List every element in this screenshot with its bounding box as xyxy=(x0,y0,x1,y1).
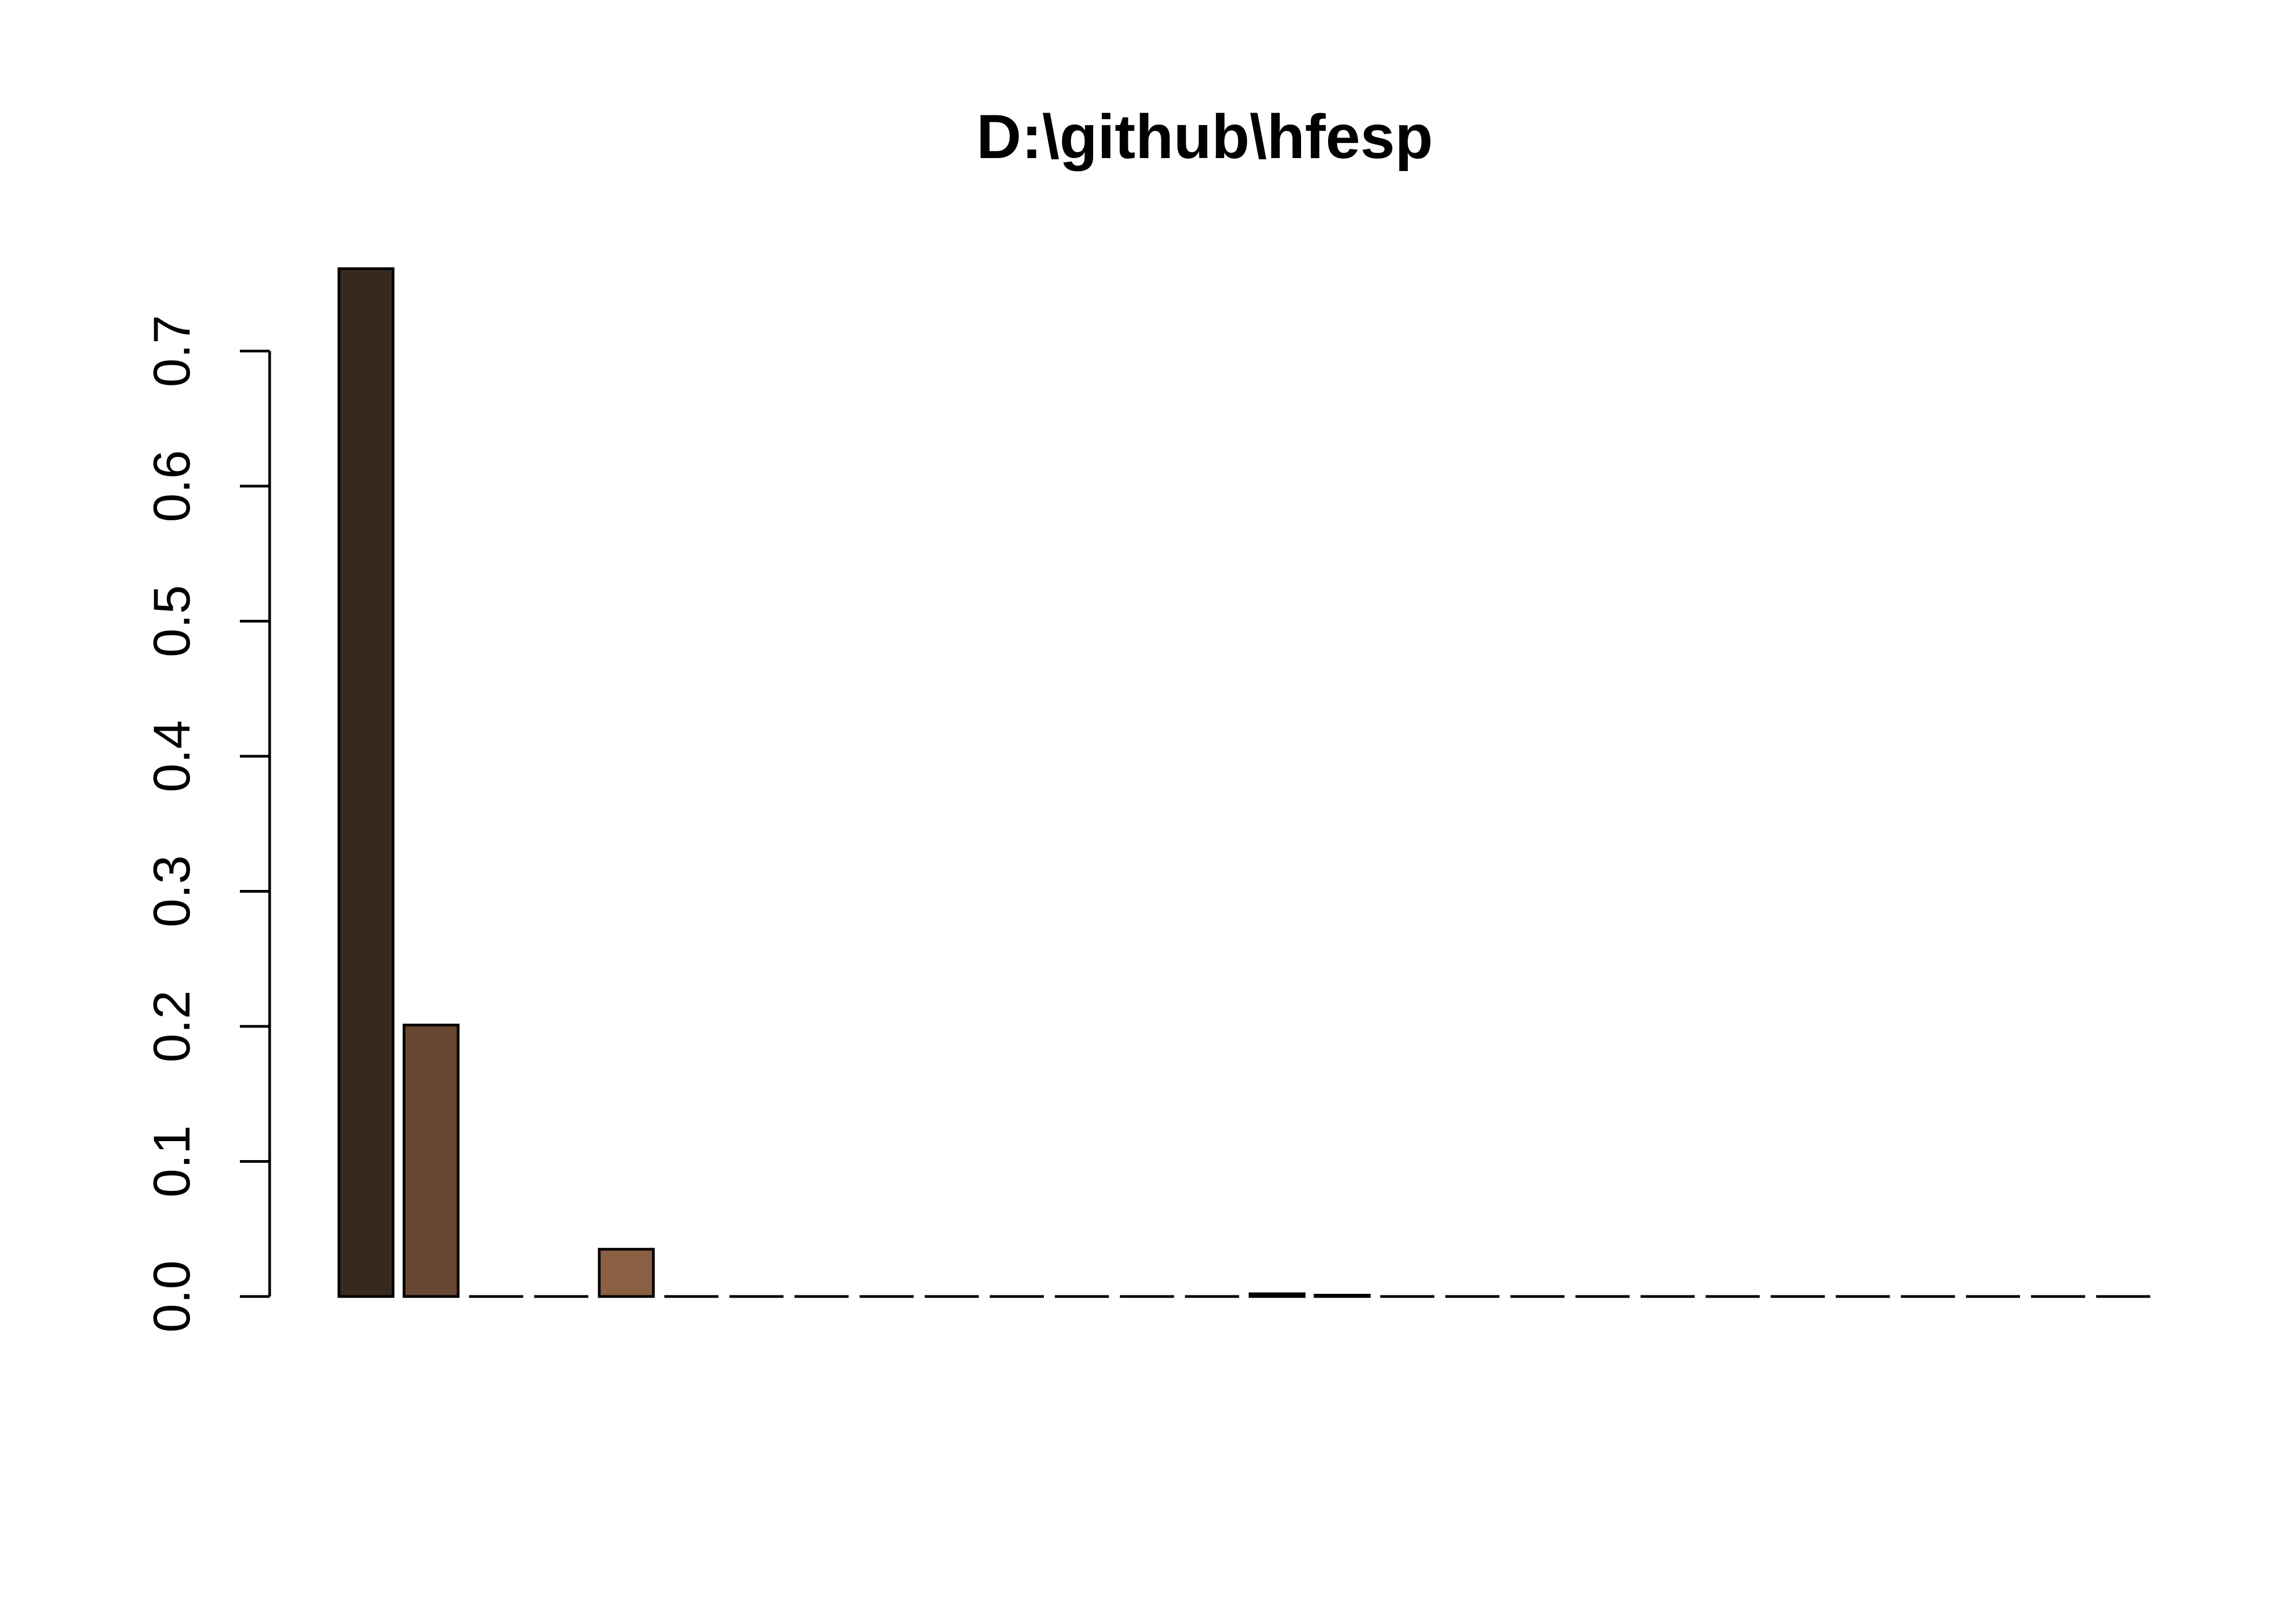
y-tick-label: 0.2 xyxy=(143,990,201,1062)
y-tick-label: 0.0 xyxy=(143,1260,201,1332)
y-tick-label: 0.6 xyxy=(143,450,201,522)
bar xyxy=(598,1248,655,1298)
y-tick-label: 0.7 xyxy=(143,315,201,387)
bars-group xyxy=(337,267,2151,1298)
y-tick-label: 0.3 xyxy=(143,855,201,927)
chart-title: D:\github\hfesp xyxy=(976,102,1433,172)
bar xyxy=(1249,1292,1306,1298)
bar xyxy=(1314,1294,1371,1298)
y-tick-label: 0.5 xyxy=(143,585,201,657)
y-tick-label: 0.4 xyxy=(143,720,201,792)
bar xyxy=(337,267,395,1298)
y-axis: 0.0 0.1 0.2 0.3 0.4 0.5 0.6 0.7 xyxy=(143,315,271,1333)
y-tick-label: 0.1 xyxy=(143,1125,201,1197)
bar xyxy=(402,1024,460,1298)
